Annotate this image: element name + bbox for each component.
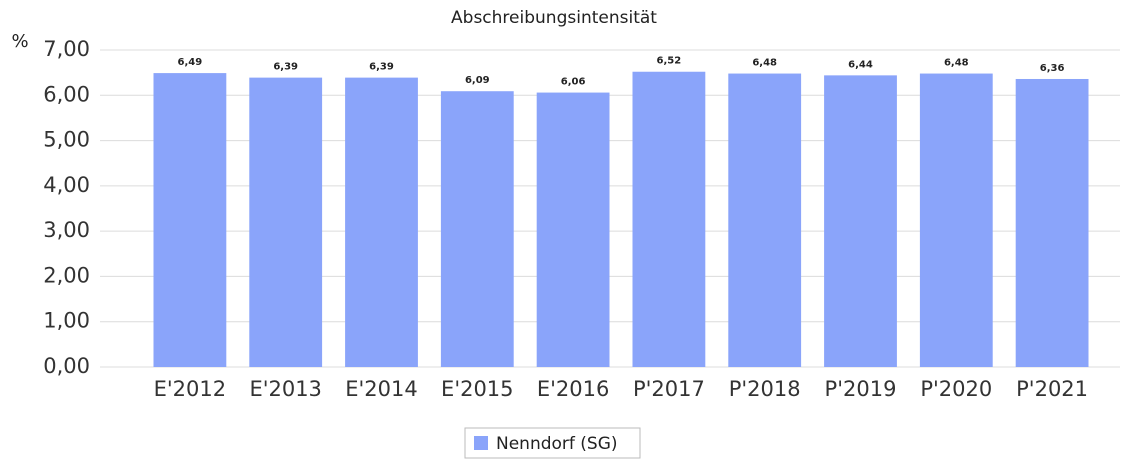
- bar: [824, 75, 897, 368]
- bar: [1015, 78, 1089, 368]
- legend-box: [464, 427, 641, 459]
- data-label: 6,39: [273, 62, 298, 73]
- data-label: 6,49: [178, 57, 203, 68]
- data-label: 6,09: [465, 75, 490, 86]
- bar: [728, 73, 802, 367]
- y-axis-label: %: [11, 31, 28, 52]
- x-tick-label: P'2020: [920, 377, 992, 401]
- legend-swatch: [474, 436, 488, 450]
- y-tick-label: 1,00: [43, 309, 90, 333]
- bar: [249, 77, 323, 368]
- legend-label: Nenndorf (SG): [496, 434, 618, 454]
- data-label: 6,39: [369, 62, 394, 73]
- chart-title: Abschreibungsintensität: [451, 8, 657, 28]
- data-label: 6,06: [561, 77, 586, 88]
- data-label: 6,52: [657, 56, 682, 67]
- x-tick-label: E'2015: [441, 377, 514, 401]
- data-label: 6,44: [848, 59, 873, 70]
- y-tick-label: 7,00: [43, 37, 90, 61]
- bar: [153, 73, 227, 368]
- bar: [919, 73, 993, 367]
- y-tick-label: 0,00: [43, 354, 90, 378]
- bar: [440, 91, 514, 368]
- x-tick-label: E'2016: [537, 377, 610, 401]
- x-tick-label: E'2013: [249, 377, 322, 401]
- y-tick-label: 2,00: [43, 263, 90, 287]
- y-tick-label: 5,00: [43, 128, 90, 152]
- x-tick-label: P'2021: [1016, 377, 1088, 401]
- bar: [632, 71, 706, 367]
- x-tick-label: E'2014: [345, 377, 418, 401]
- y-tick-label: 4,00: [43, 173, 90, 197]
- data-label: 6,36: [1040, 63, 1065, 74]
- y-tick-label: 3,00: [43, 218, 90, 242]
- data-label: 6,48: [944, 58, 969, 69]
- bar: [345, 77, 418, 368]
- bar: [536, 92, 610, 367]
- x-tick-label: P'2019: [825, 377, 897, 401]
- data-label: 6,48: [752, 58, 777, 69]
- y-tick-label: 6,00: [43, 82, 90, 106]
- x-tick-label: P'2017: [633, 377, 705, 401]
- x-tick-label: P'2018: [729, 377, 801, 401]
- x-tick-label: E'2012: [154, 377, 227, 401]
